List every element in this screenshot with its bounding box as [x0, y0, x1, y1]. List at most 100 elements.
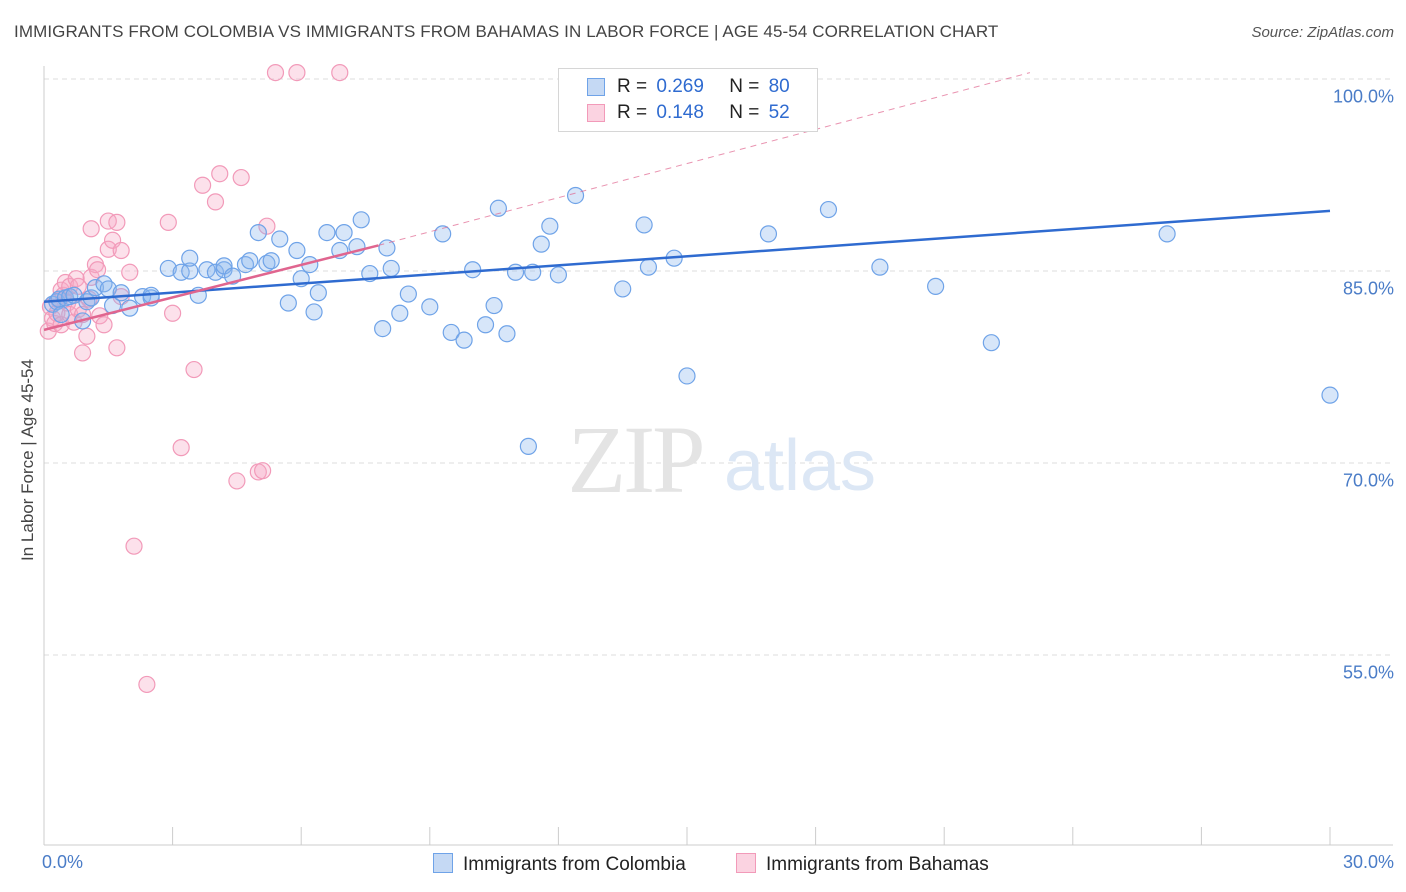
- colombia-point: [86, 279, 105, 297]
- legend-swatch-bahamas: [587, 104, 605, 122]
- bahamas-point: [258, 217, 276, 235]
- bahamas-point: [108, 339, 126, 357]
- bottom-legend-label-colombia: Immigrants from Colombia: [463, 854, 686, 875]
- colombia-point: [819, 200, 838, 219]
- bahamas-point: [159, 213, 177, 231]
- legend-r-value-bahamas: 0.148: [656, 102, 704, 123]
- colombia-point: [519, 437, 537, 455]
- colombia-point: [635, 216, 653, 234]
- colombia-point: [476, 316, 495, 334]
- colombia-point: [614, 280, 632, 298]
- bottom-legend-swatch-colombia: [433, 853, 453, 873]
- bottom-legend-label-bahamas: Immigrants from Bahamas: [766, 854, 989, 875]
- bahamas-point: [254, 462, 272, 480]
- colombia-point: [927, 277, 945, 295]
- colombia-point: [172, 263, 190, 281]
- bahamas-point: [228, 472, 246, 490]
- bahamas-point: [194, 176, 212, 194]
- y-tick-label-2: 70.0%: [1342, 470, 1394, 491]
- colombia-point: [262, 252, 280, 270]
- colombia-point: [1158, 225, 1176, 243]
- colombia-point: [249, 224, 267, 242]
- watermark-atlas: atlas: [724, 426, 876, 506]
- bahamas-point: [125, 537, 143, 555]
- x-tick-label-1: 30.0%: [1342, 852, 1394, 872]
- bahamas-point: [95, 316, 113, 334]
- bahamas-point: [172, 439, 190, 457]
- bahamas-point: [138, 675, 156, 694]
- bahamas-point: [88, 261, 107, 279]
- colombia-point: [464, 261, 482, 279]
- colombia-point: [309, 284, 327, 302]
- watermark: ZIP atlas: [568, 406, 877, 513]
- stats-legend: R = 0.269 N = 80 R = 0.148 N = 52: [558, 68, 818, 132]
- bottom-legend-swatch-bahamas: [736, 853, 756, 873]
- bahamas-point: [99, 240, 117, 258]
- colombia-point: [391, 304, 409, 322]
- watermark-zip: ZIP: [568, 406, 703, 513]
- colombia-point: [421, 298, 439, 316]
- colombia-point: [759, 225, 778, 243]
- colombia-point: [1321, 386, 1339, 404]
- colombia-point: [489, 199, 507, 217]
- bahamas-point: [211, 165, 229, 183]
- colombia-point: [485, 296, 503, 315]
- colombia-point: [112, 284, 130, 302]
- colombia-point: [335, 224, 353, 242]
- colombia-point: [498, 325, 516, 343]
- colombia-point: [639, 258, 658, 276]
- bahamas-trend-line-extension: [378, 72, 1031, 246]
- bahamas-point: [121, 263, 139, 281]
- colombia-point: [566, 186, 585, 205]
- chart-title: IMMIGRANTS FROM COLOMBIA VS IMMIGRANTS F…: [14, 22, 999, 41]
- colombia-point: [871, 258, 889, 276]
- colombia-point: [159, 259, 177, 278]
- bahamas-point: [82, 220, 100, 238]
- colombia-point: [549, 266, 568, 284]
- gridlines: [44, 78, 1393, 656]
- bahamas-point: [232, 168, 250, 187]
- colombia-point: [374, 320, 392, 338]
- bahamas-trend-line: [43, 244, 379, 332]
- bahamas-points: [39, 63, 349, 694]
- y-tick-label-1: 85.0%: [1342, 278, 1394, 299]
- colombia-point: [434, 225, 452, 243]
- trend-lines: [43, 72, 1331, 332]
- bahamas-point: [78, 327, 96, 345]
- colombia-point: [288, 241, 306, 260]
- colombia-point: [455, 331, 473, 349]
- colombia-point: [52, 305, 70, 324]
- legend-n-value-colombia: 80: [768, 76, 790, 97]
- bahamas-point: [164, 304, 182, 322]
- colombia-point: [271, 230, 289, 248]
- colombia-point: [678, 367, 696, 385]
- colombia-trend-line: [43, 209, 1331, 303]
- source-credit: Source: ZipAtlas.com: [1251, 24, 1394, 41]
- colombia-point: [181, 249, 199, 267]
- bahamas-point: [108, 213, 126, 231]
- y-tick-label-0: 100.0%: [1332, 86, 1394, 107]
- bahamas-point: [99, 212, 117, 230]
- bahamas-point: [266, 63, 285, 82]
- bottom-legend-colombia: Immigrants from Colombia: [433, 853, 686, 876]
- colombia-point: [442, 323, 460, 342]
- colombia-point: [506, 263, 525, 281]
- colombia-point: [541, 217, 559, 235]
- colombia-point: [382, 259, 400, 278]
- colombia-point: [318, 224, 336, 242]
- x-tick-label-0: 0.0%: [42, 852, 84, 872]
- axes: [43, 66, 1393, 846]
- colombia-point: [378, 239, 396, 257]
- colombia-point: [241, 252, 259, 270]
- bahamas-point: [73, 344, 92, 362]
- colombia-point: [532, 235, 550, 253]
- bahamas-point: [331, 63, 349, 82]
- y-tick-label-3: 55.0%: [1342, 662, 1394, 683]
- bahamas-point: [185, 360, 203, 379]
- colombia-point: [181, 262, 199, 280]
- bahamas-point: [288, 63, 306, 82]
- legend-n-value-bahamas: 52: [768, 102, 790, 123]
- bahamas-point: [206, 193, 225, 211]
- legend-r-label: R =: [617, 102, 648, 123]
